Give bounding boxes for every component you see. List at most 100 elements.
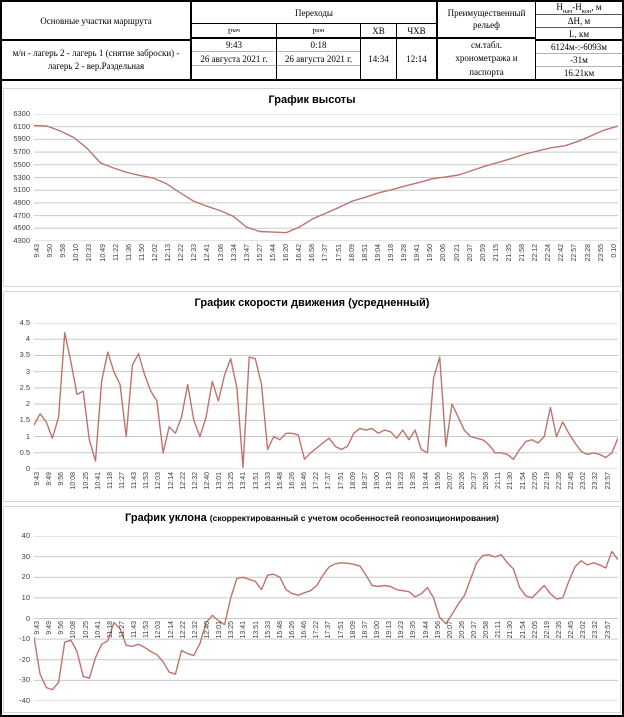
x-tick-label: 19:23 [398, 472, 406, 490]
x-tick-label: 21:58 [519, 244, 527, 262]
x-tick-label: 13:41 [240, 620, 248, 639]
y-tick-label: 4300 [13, 236, 30, 245]
x-tick-label: 10:41 [94, 620, 102, 639]
y-tick-label: 40 [21, 531, 30, 540]
x-tick-label: 23:57 [604, 472, 612, 490]
x-tick-label: 13:01 [216, 472, 224, 490]
x-tick-label: 16:46 [301, 472, 309, 490]
x-tick-label: 9:56 [58, 620, 66, 635]
x-tick-label: 22:57 [571, 244, 579, 262]
x-tick-label: 17:22 [313, 620, 321, 639]
x-tick-label: 9:43 [34, 620, 41, 635]
x-tick-label: 11:22 [112, 244, 120, 261]
y-tick-label: -10 [19, 634, 30, 644]
y-tick-label: 1 [25, 431, 30, 441]
x-tick-label: 20:58 [483, 472, 491, 490]
y-tick-label: 5300 [13, 172, 30, 182]
relief-column: Преимущественный рельеф см.табл. хрономет… [438, 2, 536, 79]
x-tick-label: 18:37 [361, 472, 369, 490]
l-header: L, км [536, 28, 622, 41]
x-tick-label: 15:44 [269, 244, 277, 262]
y-tick-label: 4500 [13, 223, 30, 233]
x-tick-label: 22:19 [543, 620, 551, 639]
x-tick-label: 17:22 [313, 472, 321, 490]
y-tick-label: 0 [25, 613, 30, 623]
chv-header: ЧХВ [397, 24, 436, 39]
x-tick-label: 11:18 [106, 472, 114, 489]
y-tick-label: 3.5 [19, 350, 30, 360]
transitions-header: Переходы [192, 2, 436, 24]
x-tick-label: 15:48 [276, 472, 284, 490]
x-tick-label: 12:22 [178, 244, 186, 262]
t-end-date: 26 августа 2021 г. [277, 52, 360, 66]
t-start-header: t нач [192, 24, 276, 39]
x-tick-label: 21:54 [519, 472, 527, 490]
x-tick-label: 17:51 [337, 620, 345, 639]
x-tick-label: 0:10 [610, 244, 618, 258]
x-tick-label: 21:30 [507, 472, 515, 490]
x-tick-label: 22:45 [568, 472, 576, 490]
x-tick-label: 20:59 [479, 244, 487, 262]
x-tick-label: 20:37 [466, 244, 474, 262]
chv-column: ЧХВ 12:14 [397, 24, 436, 79]
x-tick-label: 16:42 [296, 244, 304, 262]
y-tick-label: 20 [21, 572, 30, 582]
x-tick-label: 19:18 [387, 244, 395, 262]
x-tick-label: 21:11 [495, 620, 503, 638]
hv-value: 14:34 [368, 54, 389, 64]
y-tick-label: 5900 [13, 134, 30, 144]
x-tick-label: 15:48 [276, 620, 284, 639]
x-tick-label: 12:14 [167, 472, 175, 490]
t-end-time: 0:18 [277, 39, 360, 52]
y-tick-label: 30 [21, 551, 30, 561]
x-axis-labels: 9:43 9:49 9:56 10:08 10:25 10:41 11:18 11:27 11:… [34, 472, 612, 490]
x-tick-label: 10:25 [82, 620, 90, 639]
x-tick-label: 9:49 [46, 620, 54, 635]
x-tick-label: 19:13 [386, 472, 394, 490]
x-tick-label: 20:26 [458, 472, 466, 490]
x-tick-label: 10:08 [70, 472, 78, 490]
h-range-value: 6124м-:-6093м [536, 41, 622, 54]
x-tick-label: 12:32 [191, 620, 199, 639]
x-tick-label: 13:51 [252, 472, 260, 490]
x-tick-label: 23:28 [584, 244, 592, 262]
x-tick-label: 16:46 [301, 620, 309, 639]
x-tick-label: 23:32 [592, 472, 600, 490]
x-tick-label: 17:37 [325, 472, 333, 490]
x-tick-label: 22:19 [543, 472, 551, 490]
x-tick-label: 13:41 [240, 472, 248, 490]
x-tick-label: 11:36 [125, 244, 133, 261]
height-chart: График высоты 6300 6100 5900 5700 5500 5300 51… [3, 88, 621, 287]
route-summary-table: Основные участки маршрута м/н - лагерь 2… [2, 2, 622, 81]
График высоты plot [34, 114, 618, 241]
route-column-header: Основные участки маршрута [2, 2, 190, 41]
x-tick-label: 15:33 [264, 472, 272, 490]
x-axis-labels: 9:43 9:49 9:56 10:08 10:25 10:41 11:18 11:27 11:… [34, 621, 612, 639]
relief-value: см.табл. хронометража и паспорта [455, 39, 518, 77]
x-tick-label: 12:40 [203, 620, 211, 639]
y-tick-label: -20 [19, 654, 30, 664]
x-tick-label: 22:12 [532, 244, 540, 262]
x-tick-label: 21:35 [505, 244, 513, 262]
y-tick-label: 10 [21, 592, 30, 602]
speed-chart-title: График скорости движения (усредненный) [194, 297, 430, 309]
slope-chart: График уклона (скорректированный с учето… [3, 506, 621, 713]
x-tick-label: 11:43 [131, 620, 139, 638]
x-tick-label: 20:07 [446, 472, 454, 490]
x-tick-label: 10:41 [94, 472, 102, 490]
y-tick-label: 6100 [13, 121, 30, 131]
x-tick-label: 11:27 [118, 472, 126, 489]
x-tick-label: 11:27 [118, 620, 126, 638]
x-tick-label: 23:02 [580, 620, 588, 639]
x-tick-label: 12:22 [179, 620, 187, 639]
speed-chart: График скорости движения (усредненный) 4… [3, 291, 621, 502]
x-tick-label: 16:26 [288, 472, 296, 490]
x-tick-label: 11:53 [143, 472, 151, 489]
x-tick-label: 20:37 [471, 472, 479, 490]
slope-chart-title: График уклона (скорректированный с учето… [125, 512, 499, 524]
y-tick-label: 4900 [13, 197, 30, 207]
x-tick-label: 18:09 [348, 244, 356, 262]
y-tick-label: 4700 [13, 210, 30, 220]
t-end-column: t кон 0:18 26 августа 2021 г. [277, 24, 361, 79]
